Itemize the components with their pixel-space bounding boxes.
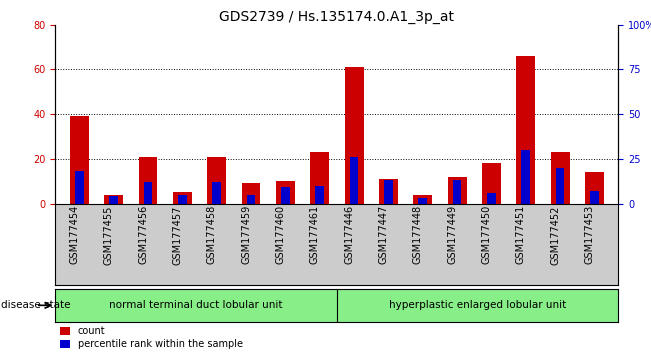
Text: GSM177456: GSM177456 — [138, 205, 148, 264]
Bar — [75, 171, 84, 204]
Bar — [344, 67, 363, 204]
Text: normal terminal duct lobular unit: normal terminal duct lobular unit — [109, 300, 283, 310]
Bar — [178, 195, 187, 204]
Bar — [104, 195, 123, 204]
Text: GSM177446: GSM177446 — [344, 205, 354, 264]
Legend: count, percentile rank within the sample: count, percentile rank within the sample — [60, 326, 243, 349]
Bar — [551, 152, 570, 204]
Text: GSM177450: GSM177450 — [481, 205, 492, 264]
Bar — [487, 193, 495, 204]
Bar — [384, 180, 393, 204]
Text: GSM177454: GSM177454 — [70, 205, 79, 264]
Text: GSM177448: GSM177448 — [413, 205, 422, 264]
Bar — [247, 195, 255, 204]
Bar — [453, 180, 462, 204]
Bar — [281, 188, 290, 204]
Bar — [556, 168, 564, 204]
Bar — [521, 150, 530, 204]
Bar — [350, 157, 358, 204]
Bar — [413, 195, 432, 204]
Bar — [207, 156, 226, 204]
Bar — [173, 192, 192, 204]
Text: disease state: disease state — [1, 300, 71, 310]
Bar — [482, 163, 501, 204]
Text: GSM177457: GSM177457 — [173, 205, 182, 264]
Text: GSM177453: GSM177453 — [585, 205, 594, 264]
Bar — [242, 183, 260, 204]
Bar — [139, 156, 158, 204]
Bar — [144, 182, 152, 204]
Bar — [379, 179, 398, 204]
Bar — [590, 191, 599, 204]
Text: GSM177447: GSM177447 — [378, 205, 389, 264]
Text: GSM177451: GSM177451 — [516, 205, 526, 264]
Bar — [212, 182, 221, 204]
Bar — [516, 56, 535, 204]
Title: GDS2739 / Hs.135174.0.A1_3p_at: GDS2739 / Hs.135174.0.A1_3p_at — [219, 10, 454, 24]
Text: GSM177460: GSM177460 — [275, 205, 285, 264]
Bar — [419, 198, 427, 204]
Text: GSM177449: GSM177449 — [447, 205, 457, 264]
Text: hyperplastic enlarged lobular unit: hyperplastic enlarged lobular unit — [389, 300, 566, 310]
Text: GSM177458: GSM177458 — [207, 205, 217, 264]
Text: GSM177455: GSM177455 — [104, 205, 114, 264]
Bar — [70, 116, 89, 204]
Bar — [311, 152, 329, 204]
Text: GSM177461: GSM177461 — [310, 205, 320, 264]
Text: GSM177452: GSM177452 — [550, 205, 560, 264]
Text: GSM177459: GSM177459 — [241, 205, 251, 264]
Bar — [316, 185, 324, 204]
Bar — [276, 181, 295, 204]
Bar — [109, 196, 118, 204]
Bar — [585, 172, 604, 204]
Bar — [448, 177, 467, 204]
